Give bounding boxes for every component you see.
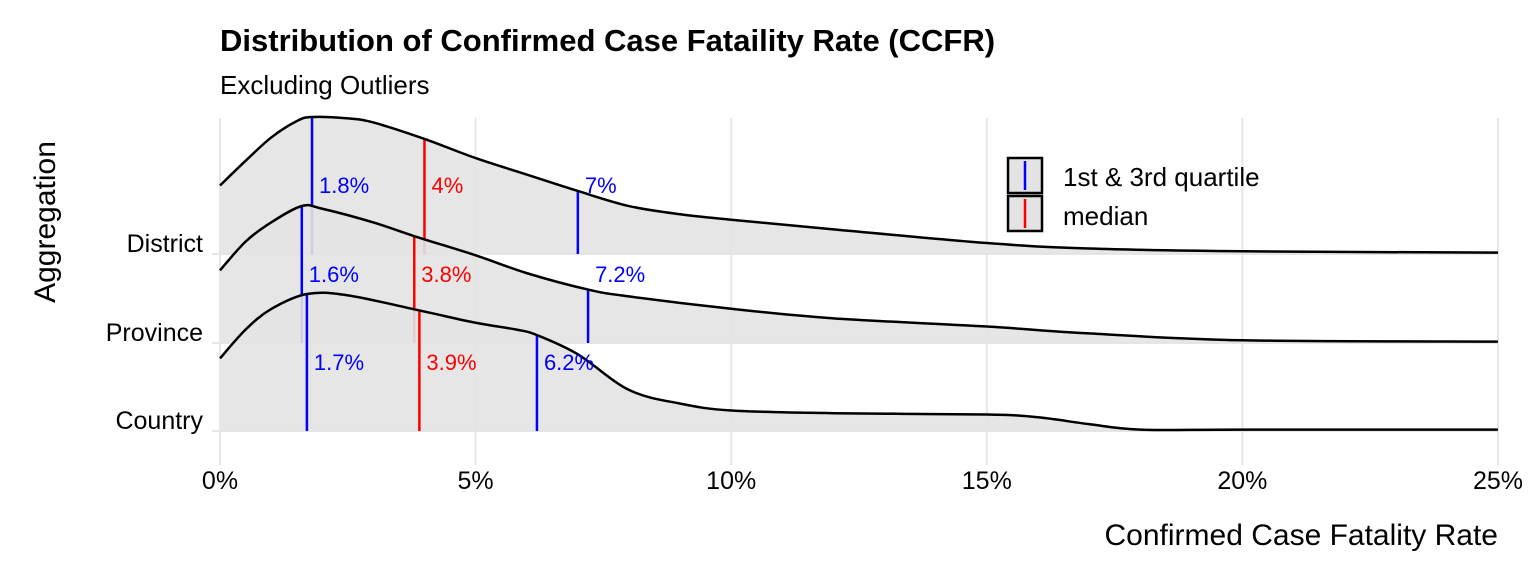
x-axis-ticks: 0% 5% 10% 15% 20% 25% (202, 467, 1523, 495)
legend-label-quartile: 1st & 3rd quartile (1063, 162, 1260, 192)
data-label-median: 3.9% (426, 350, 476, 375)
chart-title: Distribution of Confirmed Case Fataility… (220, 23, 995, 58)
x-tick-label: 0% (202, 467, 238, 495)
legend-item-median: median (1006, 194, 1148, 233)
chart-subtitle: Excluding Outliers (220, 70, 430, 100)
ridge-country: 1.7% 3.9% 6.2% (219, 291, 1498, 432)
data-label-q1: 1.6% (309, 262, 359, 287)
legend-item-quartile: 1st & 3rd quartile (1006, 156, 1260, 195)
data-label-q3: 7% (585, 173, 617, 198)
ridge-fill (220, 292, 1498, 431)
ridge-outline (219, 203, 1499, 343)
y-axis-title: Aggregation (29, 141, 62, 303)
x-tick-label: 5% (458, 467, 494, 495)
x-tick-label: 15% (962, 467, 1012, 495)
ridge-fill (220, 205, 1498, 343)
x-tick-label: 20% (1217, 467, 1267, 495)
legend-label-median: median (1063, 201, 1148, 231)
x-tick-label: 10% (706, 467, 756, 495)
x-tick-label: 25% (1473, 467, 1523, 495)
x-axis-title: Confirmed Case Fatality Rate (1105, 519, 1499, 552)
y-tick-label: Province (106, 319, 203, 347)
ridges: 1.8% 4% 7% 1.6% 3.8% 7.2% 1.7% 3.9% 6.2% (219, 115, 1499, 432)
data-label-q3: 6.2% (544, 350, 594, 375)
data-label-q1: 1.8% (319, 173, 369, 198)
ridge-province: 1.6% 3.8% 7.2% (219, 203, 1499, 343)
data-label-q1: 1.7% (314, 350, 364, 375)
ridge-outline (219, 291, 1498, 432)
y-axis-ticks: District Province Country (106, 230, 204, 435)
ridge-outline (219, 115, 1499, 254)
y-tick-label: Country (115, 407, 203, 435)
ridge-district: 1.8% 4% 7% (219, 115, 1499, 254)
y-tick-label: District (127, 230, 203, 258)
data-label-median: 3.8% (421, 262, 471, 287)
data-label-q3: 7.2% (595, 262, 645, 287)
ridge-fill (220, 116, 1498, 254)
data-label-median: 4% (431, 173, 463, 198)
legend: 1st & 3rd quartile median (1006, 156, 1260, 233)
